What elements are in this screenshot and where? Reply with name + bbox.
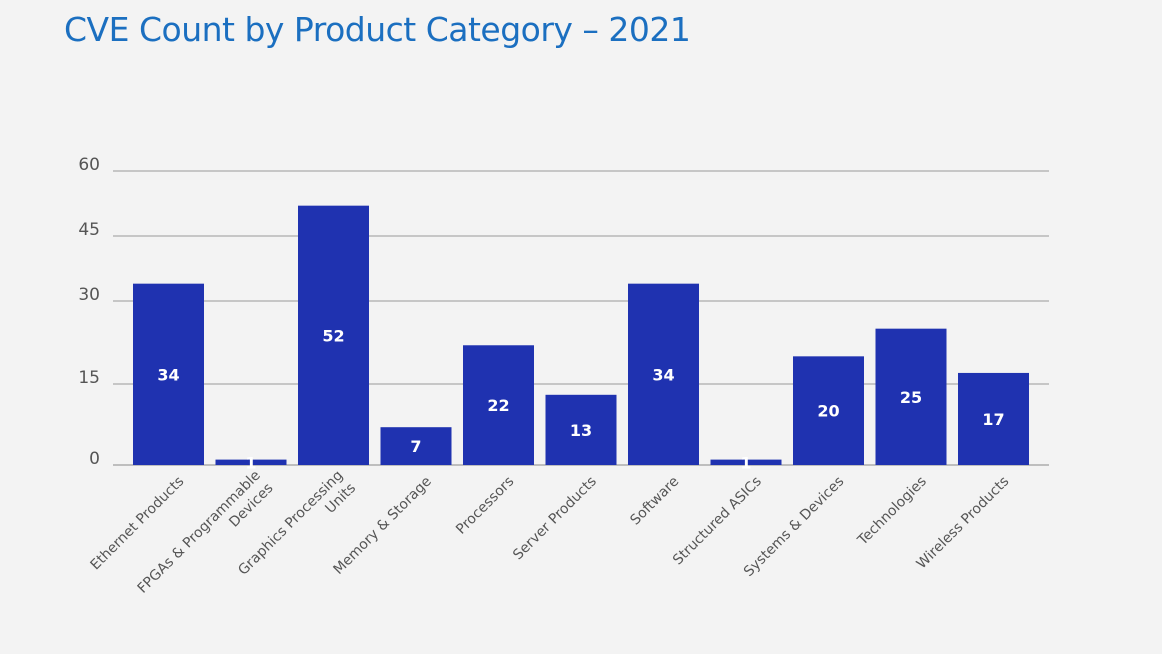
bar — [793, 356, 864, 465]
y-tick-label: 0 — [89, 449, 100, 469]
data-label: 17 — [982, 410, 1004, 429]
data-label: 52 — [322, 326, 344, 345]
chart-title: CVE Count by Product Category – 2021 — [64, 10, 691, 49]
y-tick-label: 15 — [78, 368, 100, 388]
bar — [380, 427, 452, 465]
bar — [463, 345, 534, 465]
x-tick-label: Server Products — [510, 474, 600, 564]
x-tick-label: FPGAs & ProgrammableDevices — [135, 468, 277, 610]
bar — [215, 459, 287, 465]
data-label: 20 — [817, 402, 839, 421]
data-label: 1 — [245, 453, 256, 472]
data-label: 34 — [652, 365, 674, 384]
data-label: 13 — [570, 421, 592, 440]
x-tick-label: Technologies — [854, 474, 930, 550]
data-label: 25 — [900, 388, 922, 407]
bar — [133, 283, 204, 465]
x-tick-label: Structured ASICs — [670, 474, 765, 569]
data-label: 1 — [740, 453, 751, 472]
bar — [545, 394, 617, 465]
y-tick-label: 30 — [78, 285, 100, 305]
x-tick-label: Processors — [453, 474, 517, 538]
x-tick-label: Software — [627, 474, 682, 529]
bar — [875, 328, 947, 465]
bar — [628, 283, 699, 465]
bar — [298, 205, 369, 465]
y-tick-label: 60 — [78, 155, 100, 175]
data-label: 22 — [487, 396, 509, 415]
bar — [710, 459, 782, 465]
data-label: 7 — [410, 437, 421, 456]
y-tick-label: 45 — [78, 220, 100, 240]
bar — [958, 372, 1029, 465]
data-label: 34 — [157, 365, 179, 384]
x-tick-label: Wireless Products — [914, 474, 1013, 573]
